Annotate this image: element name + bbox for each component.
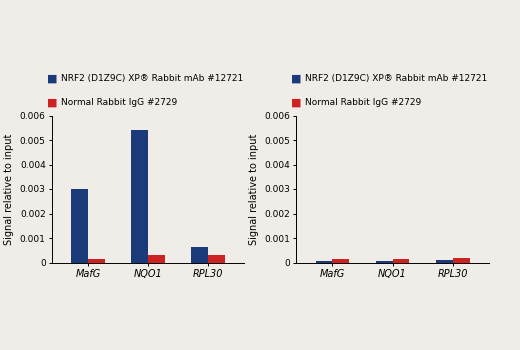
Text: ■: ■	[47, 98, 57, 108]
Bar	[148, 255, 165, 262]
Text: Normal Rabbit IgG #2729: Normal Rabbit IgG #2729	[305, 98, 422, 107]
Bar	[393, 259, 409, 262]
Bar	[436, 260, 453, 262]
Text: ■: ■	[291, 74, 302, 84]
Y-axis label: Signal relative to input: Signal relative to input	[249, 133, 259, 245]
Y-axis label: Signal relative to input: Signal relative to input	[4, 133, 15, 245]
Text: ■: ■	[291, 98, 302, 108]
Bar	[132, 130, 148, 262]
Bar	[71, 189, 88, 262]
Text: ■: ■	[47, 74, 57, 84]
Bar	[453, 258, 470, 262]
Text: NRF2 (D1Z9C) XP® Rabbit mAb #12721: NRF2 (D1Z9C) XP® Rabbit mAb #12721	[305, 74, 487, 83]
Bar	[332, 259, 349, 262]
Text: Normal Rabbit IgG #2729: Normal Rabbit IgG #2729	[61, 98, 177, 107]
Bar	[209, 255, 225, 262]
Bar	[316, 261, 332, 262]
Bar	[376, 261, 393, 262]
Bar	[88, 259, 105, 262]
Bar	[191, 246, 209, 262]
Text: NRF2 (D1Z9C) XP® Rabbit mAb #12721: NRF2 (D1Z9C) XP® Rabbit mAb #12721	[61, 74, 243, 83]
